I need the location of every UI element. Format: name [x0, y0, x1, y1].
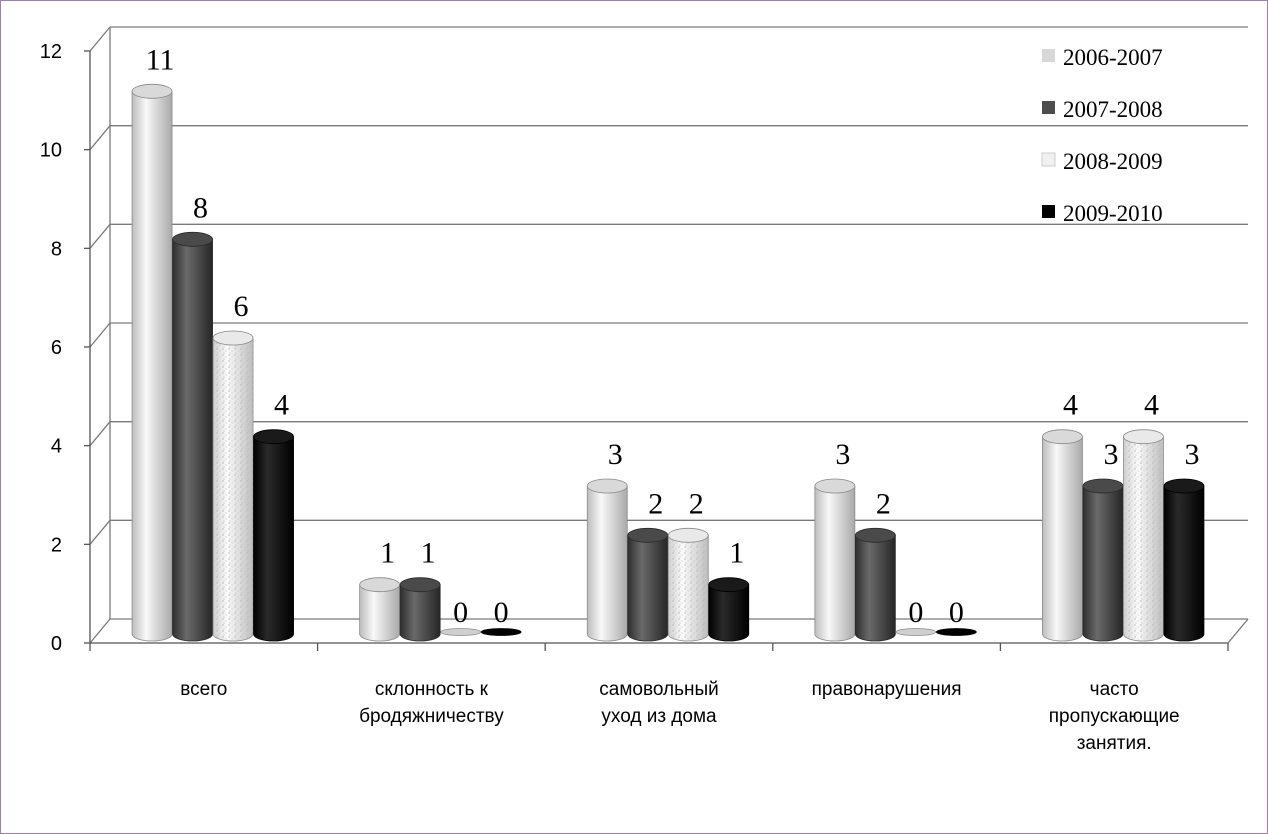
data-label: 1 [380, 537, 395, 570]
category-label: правонарушения [812, 679, 962, 700]
bar-zero [480, 628, 522, 636]
data-label: 1 [729, 537, 744, 570]
bar [253, 436, 294, 642]
bar-top [253, 429, 294, 445]
bar-top [359, 577, 401, 593]
bar [131, 90, 173, 642]
legend-entry: 2007-2008 [1063, 97, 1163, 122]
bar [854, 534, 896, 642]
bar-zero [935, 628, 977, 636]
bar-top [586, 478, 628, 494]
floor-depth-edge [1227, 618, 1249, 644]
category-label: самовольный уход из дома [599, 679, 718, 727]
y-tick-label: 12 [40, 41, 62, 63]
data-label: 3 [1184, 438, 1199, 471]
bar-top [131, 83, 173, 99]
gridline-depth [89, 519, 111, 545]
y-tick-label: 6 [51, 337, 62, 359]
bar [1082, 485, 1124, 642]
data-label: 4 [1063, 389, 1078, 422]
gridline-depth [89, 322, 111, 348]
bar-texture [668, 535, 709, 642]
data-label: 3 [835, 438, 850, 471]
y-tick-label: 8 [51, 238, 62, 260]
bar [1163, 485, 1205, 642]
bar-texture [213, 338, 254, 642]
legend-entry: 2006-2007 [1063, 45, 1163, 70]
category-label: склонность к бродяжничеству [359, 679, 504, 727]
bar-top [667, 527, 709, 543]
data-label: 2 [876, 487, 891, 520]
bar [586, 485, 628, 642]
category-label: часто пропускающие занятия. [1049, 679, 1180, 754]
bar [172, 238, 213, 642]
bar [359, 584, 401, 642]
bar-top [399, 577, 441, 593]
gridline-depth [89, 125, 111, 151]
y-tick-label: 0 [51, 633, 62, 655]
legend-swatch [1041, 152, 1056, 167]
legend-swatch [1042, 101, 1055, 114]
data-label: 6 [234, 290, 249, 323]
bar [1042, 436, 1083, 642]
data-label: 2 [689, 487, 704, 520]
bar [708, 584, 750, 642]
bar [627, 534, 669, 642]
data-label: 0 [949, 596, 964, 629]
data-label: 3 [1103, 438, 1118, 471]
data-label: 3 [608, 438, 623, 471]
bar-top [708, 577, 750, 593]
gridline-depth [89, 421, 111, 447]
bar-zero [440, 628, 482, 636]
bar-top [854, 527, 896, 543]
data-label: 0 [453, 596, 468, 629]
data-label: 0 [494, 596, 509, 629]
bar-top [1042, 429, 1083, 445]
data-label: 1 [421, 537, 436, 570]
bar-top [1163, 478, 1205, 494]
legend-entry: 2009-2010 [1063, 201, 1163, 226]
legend-swatch [1042, 205, 1055, 218]
y-tick-label: 4 [51, 436, 62, 458]
category-label: всего [180, 679, 227, 700]
gridline-depth [89, 618, 111, 644]
data-label: 8 [193, 191, 208, 224]
data-label: 4 [274, 389, 289, 422]
data-label: 2 [648, 487, 663, 520]
legend-swatch [1042, 49, 1055, 62]
gridline-depth [89, 223, 111, 249]
bar-top [627, 527, 669, 543]
bar [814, 485, 856, 642]
bar-zero [895, 628, 937, 636]
y-tick-label: 2 [51, 534, 62, 556]
data-label: 0 [908, 596, 923, 629]
y-tick-label: 10 [40, 140, 62, 162]
gridline-depth [89, 26, 111, 52]
data-label: 4 [1144, 389, 1159, 422]
bar-top [1123, 429, 1164, 445]
legend-entry: 2008-2009 [1063, 149, 1163, 174]
bar-top [1082, 478, 1124, 494]
bar-texture [1123, 436, 1164, 642]
bar-top [172, 231, 213, 247]
bar-top [814, 478, 856, 494]
data-label: 11 [146, 43, 175, 76]
bar-top [212, 330, 254, 346]
bar [399, 584, 441, 642]
